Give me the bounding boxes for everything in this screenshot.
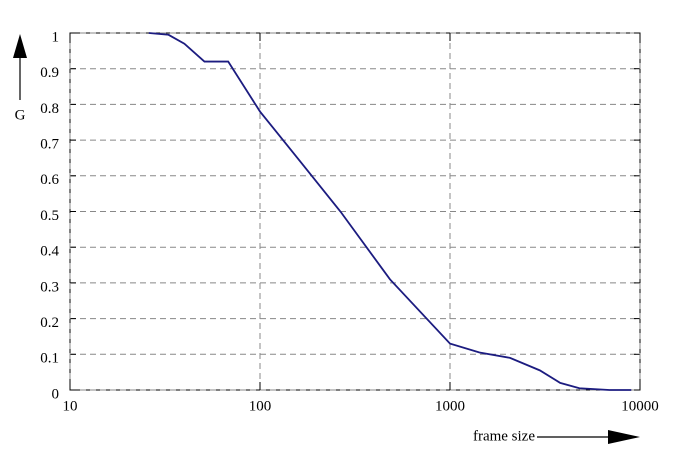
y-tick-label: 0.5 <box>40 208 59 224</box>
y-arrow-head <box>13 34 27 58</box>
x-tick-label: 10000 <box>621 398 659 414</box>
x-tick-label: 1000 <box>435 398 465 414</box>
x-axis-label: frame size <box>473 428 535 444</box>
x-tick-label: 100 <box>249 398 272 414</box>
y-tick-label: 0.1 <box>40 351 59 367</box>
x-tick-label: 10 <box>63 398 78 414</box>
y-axis-label: G <box>15 107 26 123</box>
data-line <box>148 32 632 391</box>
y-tick-label: 0 <box>52 386 60 402</box>
y-tick-label: 0.8 <box>40 101 59 117</box>
y-tick-label: 0.7 <box>40 137 59 153</box>
y-tick-label: 1 <box>52 29 60 45</box>
y-tick-label: 0.6 <box>40 172 59 188</box>
y-tick-label: 0.9 <box>40 65 59 81</box>
x-arrow-head <box>608 430 640 444</box>
y-tick-label: 0.2 <box>40 315 59 331</box>
y-tick-label: 0.4 <box>40 244 59 260</box>
y-tick-label: 0.3 <box>40 279 59 295</box>
